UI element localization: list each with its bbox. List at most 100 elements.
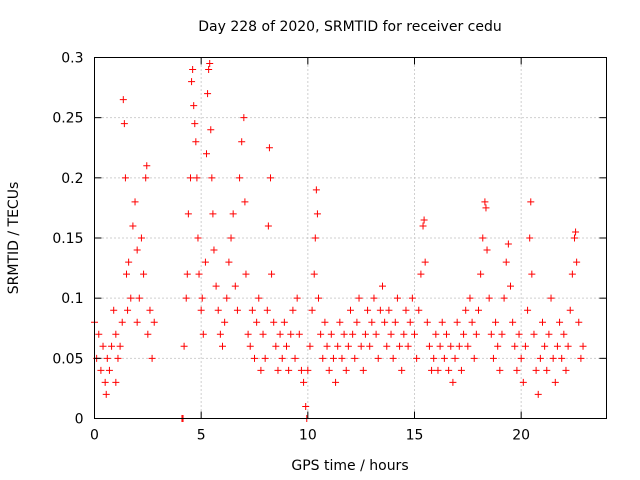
data-point [374, 354, 382, 362]
data-point [142, 174, 150, 182]
data-point [460, 330, 468, 338]
data-point [210, 246, 218, 254]
data-point [255, 294, 263, 302]
data-point [413, 354, 421, 362]
data-point [311, 234, 319, 242]
data-point [530, 330, 538, 338]
data-point [121, 174, 129, 182]
data-point [259, 330, 267, 338]
data-point [283, 342, 290, 350]
data-point [411, 330, 418, 338]
data-point [197, 306, 205, 314]
data-point [199, 330, 207, 338]
data-point [440, 354, 448, 362]
chart-title: Day 228 of 2020, SRMTID for receiver ced… [198, 19, 501, 35]
data-point [133, 318, 141, 326]
data-point [240, 114, 248, 122]
data-point [571, 234, 578, 242]
data-point [244, 330, 252, 338]
data-point [485, 294, 493, 302]
data-point [532, 366, 540, 374]
data-point [291, 354, 299, 362]
data-point [487, 330, 495, 338]
data-point [268, 270, 276, 278]
x-axis-label: GPS time / hours [291, 458, 408, 474]
data-point [304, 366, 312, 374]
data-point [302, 402, 310, 410]
data-point [214, 306, 222, 314]
data-point [340, 330, 348, 338]
data-point [391, 318, 399, 326]
data-point [562, 366, 570, 374]
data-point [545, 330, 553, 338]
data-point [231, 282, 239, 290]
data-point [123, 270, 130, 278]
data-point [112, 378, 120, 386]
data-point [475, 306, 482, 314]
data-point [99, 342, 107, 350]
data-point [146, 306, 154, 314]
x-tick-label: 5 [197, 428, 206, 444]
data-point [447, 342, 455, 350]
data-point [253, 318, 261, 326]
data-point [127, 294, 135, 302]
data-point [494, 342, 502, 350]
data-point [498, 330, 506, 338]
data-point [357, 342, 365, 350]
data-point [227, 234, 235, 242]
data-point [205, 66, 213, 74]
data-point [387, 330, 395, 338]
data-point [479, 234, 487, 242]
data-point [496, 366, 504, 374]
data-point [209, 210, 217, 218]
data-point [430, 354, 438, 362]
data-point [425, 342, 433, 350]
data-point [553, 342, 561, 350]
data-point [312, 186, 320, 194]
data-point [280, 318, 288, 326]
data-point [342, 366, 350, 374]
x-tick-label: 15 [406, 428, 424, 444]
data-point [421, 258, 429, 266]
data-point [332, 378, 340, 386]
data-point [148, 354, 156, 362]
data-point [188, 78, 196, 86]
data-point [515, 330, 523, 338]
data-point [355, 294, 363, 302]
data-point [274, 366, 282, 374]
data-point [470, 354, 478, 362]
data-point [135, 294, 143, 302]
data-point [449, 378, 457, 386]
data-point [534, 390, 542, 398]
data-point [189, 66, 197, 74]
data-point [443, 330, 450, 338]
data-point [306, 342, 314, 350]
data-point [319, 354, 327, 362]
data-point [385, 306, 393, 314]
data-point [402, 306, 410, 314]
data-point [208, 174, 216, 182]
data-point [566, 306, 574, 314]
data-point [144, 330, 152, 338]
data-point [408, 294, 416, 302]
data-point [526, 234, 534, 242]
data-point [295, 330, 303, 338]
data-point [182, 294, 190, 302]
data-point [287, 330, 295, 338]
data-point [527, 198, 535, 206]
data-point [102, 390, 110, 398]
data-points [91, 60, 587, 422]
data-point [248, 306, 256, 314]
x-tick-label: 20 [512, 428, 530, 444]
data-point [361, 330, 369, 338]
data-point [194, 234, 202, 242]
data-point [436, 342, 444, 350]
data-point [300, 378, 308, 386]
data-point [438, 318, 446, 326]
data-point [451, 354, 459, 362]
data-point [455, 342, 463, 350]
data-point [347, 306, 354, 314]
data-point [432, 330, 440, 338]
data-point [381, 318, 389, 326]
